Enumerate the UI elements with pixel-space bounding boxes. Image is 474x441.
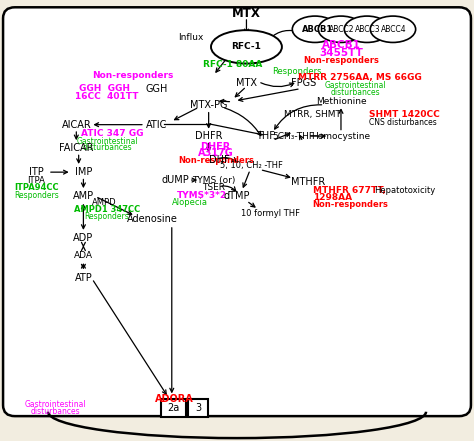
Text: CNS disturbances: CNS disturbances [369,118,437,127]
Text: AMP: AMP [73,191,94,202]
Text: Alopecia: Alopecia [172,198,208,207]
Text: DHFR: DHFR [195,131,222,141]
Text: TSER: TSER [202,183,225,191]
Text: AMPD: AMPD [92,198,117,207]
Text: MTX: MTX [232,7,261,20]
Ellipse shape [344,16,390,42]
Text: Responders: Responders [273,67,322,75]
Text: ATP: ATP [74,273,92,283]
Text: ITPA94CC: ITPA94CC [14,183,58,192]
Text: ADA: ADA [74,251,93,260]
Text: Non-responders: Non-responders [178,156,254,165]
Ellipse shape [211,30,282,64]
Text: RFC-1: RFC-1 [231,42,261,51]
Text: GGH  GGH: GGH GGH [79,84,130,93]
Text: ABCC3: ABCC3 [355,25,380,34]
Text: MTRR, SHMT: MTRR, SHMT [284,111,341,120]
Text: DHFR: DHFR [201,142,231,152]
Text: Adenosine: Adenosine [127,214,177,224]
Text: ADORA: ADORA [155,394,194,404]
Text: TYMS*3*2: TYMS*3*2 [176,191,227,200]
FancyBboxPatch shape [188,399,208,417]
Text: MTHFR 677TT,: MTHFR 677TT, [313,186,385,195]
Text: Hepatotoxicity: Hepatotoxicity [374,186,435,195]
Text: MTRR 2756AA, MS 66GG: MTRR 2756AA, MS 66GG [298,73,422,82]
Text: 5CH₃-THF: 5CH₃-THF [273,131,315,141]
Text: 1298AA: 1298AA [313,193,352,202]
Text: ATIC: ATIC [146,120,167,130]
FancyBboxPatch shape [161,399,186,417]
Text: Homocystine: Homocystine [311,131,371,141]
Text: Influx: Influx [179,33,204,42]
Text: dTMP: dTMP [224,191,250,202]
FancyBboxPatch shape [3,7,471,416]
Ellipse shape [318,16,364,42]
Text: A317G: A317G [198,148,234,158]
Text: THF: THF [256,131,275,141]
Text: IMP: IMP [75,167,92,177]
Text: ITPA: ITPA [27,176,45,185]
Text: 10 formyl THF: 10 formyl THF [241,209,300,218]
Text: 16CC  401TT: 16CC 401TT [75,92,139,101]
Text: Responders: Responders [85,213,129,221]
Text: MTHFR: MTHFR [291,177,325,187]
Text: dUMP: dUMP [162,175,190,185]
Ellipse shape [370,16,416,42]
Text: 2a: 2a [167,403,180,413]
Text: ITP: ITP [29,167,44,177]
Text: ABCB1: ABCB1 [302,25,333,34]
Text: ABCC2: ABCC2 [329,25,355,34]
Text: Non-responders: Non-responders [303,56,379,65]
Text: MTX-PG: MTX-PG [190,100,228,110]
Text: 3: 3 [195,403,201,413]
Text: FPGS: FPGS [291,78,316,88]
Ellipse shape [292,16,337,42]
Text: FAICAR: FAICAR [59,143,93,153]
Text: AICAR: AICAR [62,120,91,130]
Text: AMPD1 347CC: AMPD1 347CC [74,206,140,214]
Text: disturbances: disturbances [330,88,380,97]
Text: ATIC 347 GG: ATIC 347 GG [81,129,143,138]
Text: GGH: GGH [146,84,168,93]
Text: DHF: DHF [209,155,229,165]
Text: disturbances: disturbances [82,143,132,153]
Text: Non-responders: Non-responders [313,200,389,209]
Text: TYMS (or): TYMS (or) [191,176,235,184]
Text: 3455TT: 3455TT [319,48,363,58]
Text: Gastrointestinal: Gastrointestinal [24,400,86,409]
Text: SHMT 1420CC: SHMT 1420CC [369,111,440,120]
Text: Methionine: Methionine [316,97,366,106]
Text: ADP: ADP [73,233,93,243]
Text: Gastrointestinal: Gastrointestinal [76,137,138,146]
Text: 5, 10, CH₂ -THF: 5, 10, CH₂ -THF [220,161,283,170]
Text: Non-responders: Non-responders [92,71,173,80]
Text: ABCC4: ABCC4 [381,25,407,34]
Text: RFC-1 80AA: RFC-1 80AA [202,60,262,69]
Text: Responders: Responders [14,191,58,199]
Text: ABCB1: ABCB1 [321,40,360,50]
Text: MTX: MTX [236,78,257,88]
Text: disturbances: disturbances [30,407,80,416]
Text: Gastrointestinal: Gastrointestinal [324,81,386,90]
